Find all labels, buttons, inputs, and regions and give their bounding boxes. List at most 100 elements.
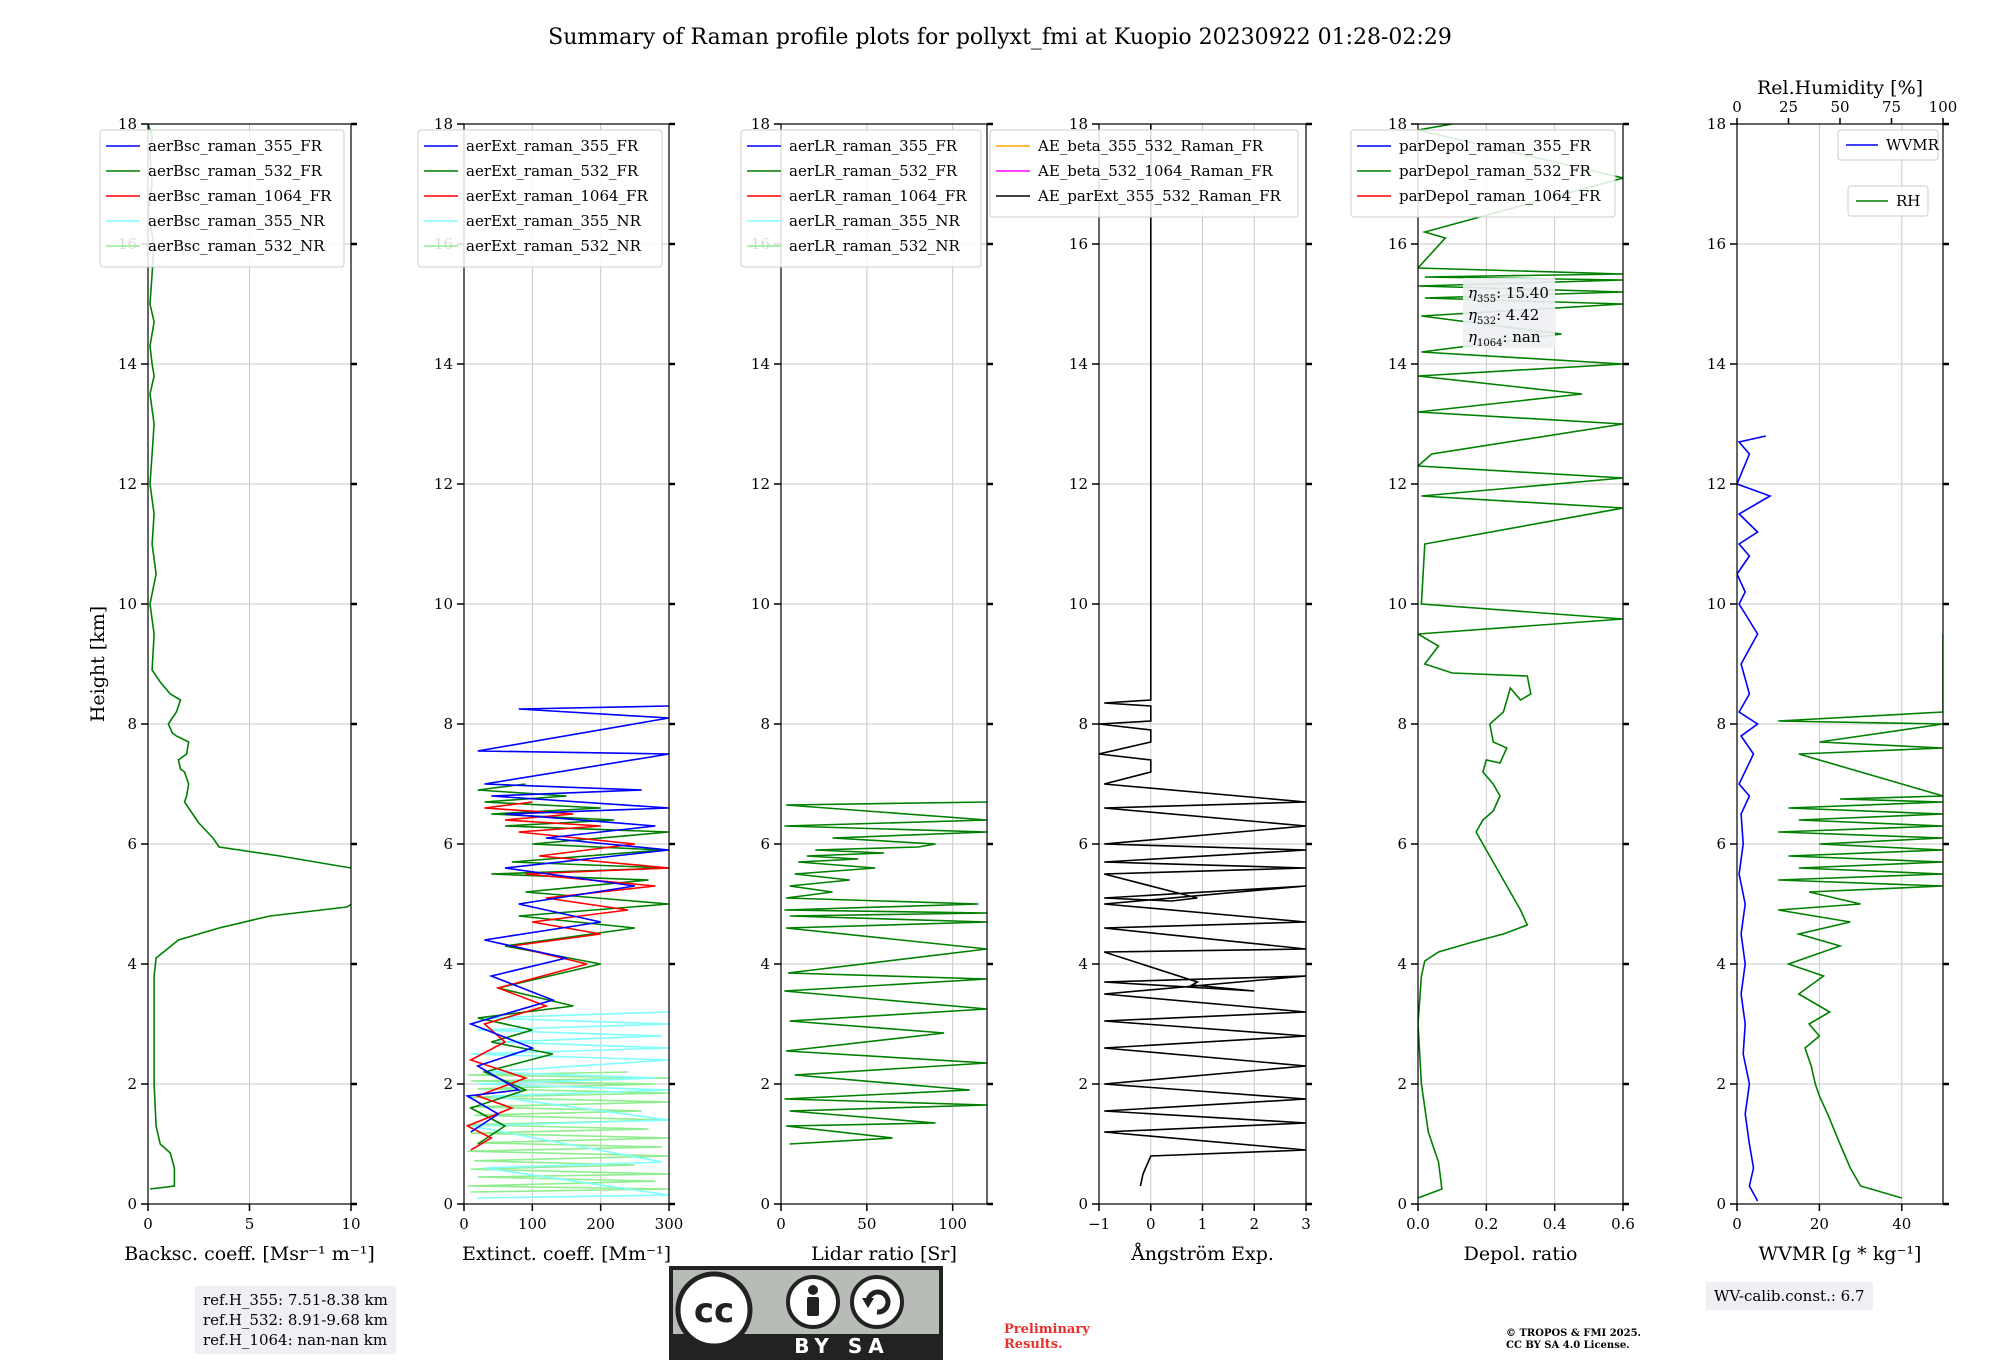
y-tick-label: 2: [443, 1075, 453, 1093]
x-tick-label: 0.2: [1474, 1215, 1498, 1233]
y-tick-label: 16: [1388, 235, 1407, 253]
y-tick-label: 8: [1716, 715, 1726, 733]
y-tick-label: 8: [1397, 715, 1407, 733]
y-tick-label: 18: [751, 115, 770, 133]
y-tick-label: 4: [1397, 955, 1407, 973]
legend-label: parDepol_raman_1064_FR: [1399, 187, 1601, 205]
panels-group: 0510024681012141618Backsc. coeff. [Msr⁻¹…: [99, 77, 1957, 1265]
preliminary-results: Preliminary Results.: [1004, 1322, 1090, 1352]
y-tick-label: 12: [1069, 475, 1088, 493]
legend-label: aerBsc_raman_355_FR: [148, 137, 323, 155]
legend-label: AE_beta_355_532_Raman_FR: [1037, 137, 1264, 155]
eta-value-355: η355: 15.40: [1468, 284, 1549, 305]
top-x-tick-label: 100: [1929, 98, 1958, 116]
y-tick-label: 4: [127, 955, 137, 973]
figure-title: Summary of Raman profile plots for polly…: [548, 25, 1452, 50]
y-tick-label: 12: [751, 475, 770, 493]
svg-text:cc: cc: [694, 1291, 734, 1331]
legend-label: AE_beta_532_1064_Raman_FR: [1037, 162, 1273, 180]
y-tick-label: 12: [434, 475, 453, 493]
plot-frame: [1417, 123, 1624, 1205]
x-tick-label: 0.0: [1406, 1215, 1430, 1233]
y-tick-label: 4: [1716, 955, 1726, 973]
series-line-aerLR_raman_532_FR: [784, 801, 987, 1145]
y-tick-label: 14: [1069, 355, 1088, 373]
x-axis-label: WVMR [g * kg⁻¹]: [1759, 1243, 1922, 1265]
y-tick-label: 6: [1078, 835, 1088, 853]
y-axis-label: Height [km]: [87, 606, 109, 722]
y-tick-label: 0: [1078, 1195, 1088, 1213]
y-tick-label: 12: [1707, 475, 1726, 493]
top-x-axis-label: Rel.Humidity [%]: [1757, 77, 1923, 99]
legend-angstrom: AE_beta_355_532_Raman_FR AE_beta_532_1064…: [989, 129, 1299, 218]
series-line-AE_parExt_355_532_Raman_FR: [1099, 124, 1306, 1187]
x-tick-label: 0: [143, 1215, 153, 1233]
legend-label: aerLR_raman_1064_FR: [789, 187, 967, 205]
legend-label: aerLR_raman_355_FR: [789, 137, 958, 155]
y-tick-label: 10: [1707, 595, 1726, 613]
y-tick-label: 18: [118, 115, 137, 133]
y-tick-label: 6: [443, 835, 453, 853]
legend-label: parDepol_raman_532_FR: [1399, 162, 1592, 180]
refh-1064: ref.H_1064: nan-nan km: [203, 1331, 388, 1349]
y-tick-label: 14: [118, 355, 137, 373]
top-x-tick-label: 0: [1732, 98, 1742, 116]
legend-depol: parDepol_raman_355_FR parDepol_raman_532_…: [1350, 129, 1616, 218]
legend-label: AE_parExt_355_532_Raman_FR: [1037, 187, 1282, 205]
y-tick-label: 8: [1078, 715, 1088, 733]
y-tick-label: 4: [443, 955, 453, 973]
x-axis-label: Backsc. coeff. [Msr⁻¹ m⁻¹]: [124, 1243, 375, 1265]
y-tick-label: 0: [1716, 1195, 1726, 1213]
y-tick-label: 10: [118, 595, 137, 613]
y-tick-label: 0: [127, 1195, 137, 1213]
y-tick-label: 2: [127, 1075, 137, 1093]
legend-label: aerBsc_raman_532_FR: [148, 162, 323, 180]
legend-WVMR: WVMR: [1837, 129, 1940, 161]
x-axis-label: Ångström Exp.: [1130, 1243, 1274, 1265]
y-tick-label: 4: [760, 955, 770, 973]
top-x-tick-label: 75: [1882, 98, 1901, 116]
x-tick-label: 100: [518, 1215, 547, 1233]
x-tick-label: −1: [1088, 1215, 1110, 1233]
y-tick-label: 18: [1069, 115, 1088, 133]
y-tick-label: 2: [1716, 1075, 1726, 1093]
series-line-WVMR: [1737, 435, 1772, 1202]
legend-label: RH: [1896, 192, 1920, 210]
plot-frame: [1098, 123, 1307, 1205]
y-tick-label: 10: [434, 595, 453, 613]
y-tick-label: 10: [751, 595, 770, 613]
panel-wvmr: 0 20 40 0 2 4 6 8 10 12 14 16 18 WVMR [g * kg⁻¹] 0 25 50…: [1707, 77, 1957, 1265]
y-tick-label: 14: [1707, 355, 1726, 373]
y-tick-label: 14: [434, 355, 453, 373]
x-tick-label: 0: [459, 1215, 469, 1233]
y-tick-label: 6: [127, 835, 137, 853]
legend-RH: RH: [1847, 185, 1929, 217]
y-tick-label: 6: [1716, 835, 1726, 853]
legend-lidar_ratio: aerLR_raman_355_FR aerLR_raman_532_FR aerL…: [740, 129, 982, 268]
plot-frame: [780, 123, 988, 1205]
x-tick-label: 0.4: [1543, 1215, 1567, 1233]
series-line-aerExt_raman_355_FR: [464, 705, 669, 1133]
y-tick-label: 2: [1078, 1075, 1088, 1093]
legend-label: aerLR_raman_355_NR: [789, 212, 960, 230]
legend-label: aerLR_raman_532_FR: [789, 162, 958, 180]
x-tick-label: 20: [1810, 1215, 1829, 1233]
x-tick-label: 5: [245, 1215, 255, 1233]
y-tick-label: 18: [1388, 115, 1407, 133]
legend-label: aerBsc_raman_532_NR: [148, 237, 325, 255]
y-tick-label: 0: [1397, 1195, 1407, 1213]
x-tick-label: 0.6: [1611, 1215, 1635, 1233]
y-tick-label: 8: [760, 715, 770, 733]
plot-frame: [147, 123, 352, 1205]
series-line-aerExt_raman_532_NR: [467, 1071, 669, 1193]
legend-label: aerExt_raman_1064_FR: [466, 187, 648, 205]
x-tick-label: 10: [341, 1215, 360, 1233]
x-tick-label: 200: [586, 1215, 615, 1233]
legend-label: aerExt_raman_355_NR: [466, 212, 642, 230]
panel-lidar_ratio: 050100024681012141618Lidar ratio [Sr]aer…: [740, 115, 993, 1265]
panel-depol: 0.0 0.2 0.4 0.6 0 2 4 6 8 10 12 14 16 18 Depol. ratio p…: [1350, 115, 1635, 1265]
legend-backscatter: aerBsc_raman_355_FR aerBsc_raman_532_FRae…: [99, 129, 345, 268]
legend-label: parDepol_raman_355_FR: [1399, 137, 1592, 155]
